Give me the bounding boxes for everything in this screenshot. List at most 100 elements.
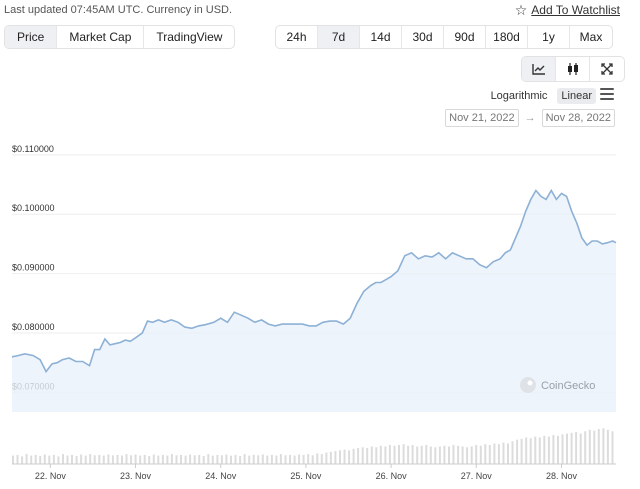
volume-bar <box>497 444 500 464</box>
volume-bar <box>443 445 446 464</box>
volume-bar <box>398 445 400 464</box>
tab-price[interactable]: Price <box>5 26 58 48</box>
expand-button[interactable] <box>590 57 624 81</box>
volume-bar <box>243 454 246 464</box>
volume-bar <box>21 456 24 464</box>
volume-bar <box>375 447 378 464</box>
volume-bar <box>84 455 87 464</box>
volume-bar <box>584 431 587 464</box>
range-24h[interactable]: 24h <box>276 26 318 48</box>
volume-bar <box>66 455 69 464</box>
volume-bar <box>334 451 337 464</box>
volume-bar <box>516 439 519 464</box>
volume-bar <box>466 447 469 464</box>
expand-icon <box>601 63 613 75</box>
volume-bar <box>597 429 600 464</box>
range-7d[interactable]: 7d <box>318 26 360 48</box>
volume-bar <box>461 446 464 464</box>
line-chart-button[interactable] <box>522 57 556 81</box>
volume-bar <box>543 435 546 464</box>
coingecko-logo-icon <box>520 377 536 393</box>
volume-bar <box>411 445 414 464</box>
range-30d[interactable]: 30d <box>402 26 444 48</box>
volume-bar <box>570 432 573 464</box>
y-tick-label: $0.080000 <box>12 322 55 332</box>
date-from-input[interactable]: Nov 21, 2022 <box>445 109 519 127</box>
candlestick-icon <box>567 63 578 75</box>
volume-bar <box>534 436 537 464</box>
volume-bar <box>252 454 255 464</box>
volume-bar <box>293 455 296 464</box>
volume-bar <box>593 430 596 464</box>
volume-bar <box>379 445 382 464</box>
volume-bar <box>89 454 92 464</box>
volume-bar <box>121 455 123 464</box>
last-updated-text: Last updated 07:45AM UTC. Currency in US… <box>4 4 233 16</box>
candlestick-button[interactable] <box>556 57 590 81</box>
volume-bar <box>30 455 33 464</box>
menu-icon[interactable] <box>600 88 614 100</box>
price-area-fill <box>12 190 616 412</box>
volume-bar <box>502 442 505 464</box>
volume-bar <box>479 445 482 464</box>
volume-bar <box>316 453 319 464</box>
volume-bar <box>302 454 305 464</box>
volume-bar <box>606 429 609 464</box>
volume-bar <box>225 454 228 464</box>
y-tick-label: $0.110000 <box>12 144 54 154</box>
range-1y[interactable]: 1y <box>528 26 570 48</box>
volume-bar <box>125 454 128 464</box>
time-range-tabs: 24h 7d 14d 30d 90d 180d 1y Max <box>275 25 613 49</box>
volume-bar <box>202 456 205 464</box>
x-tick-label: 27. Nov <box>461 471 493 481</box>
range-90d[interactable]: 90d <box>444 26 486 48</box>
volume-bar <box>270 454 273 464</box>
volume-bar <box>366 448 369 464</box>
volume-bar <box>493 443 496 464</box>
volume-bar <box>475 445 478 464</box>
volume-bar <box>143 454 146 464</box>
range-180d[interactable]: 180d <box>486 26 528 48</box>
volume-bar <box>157 455 160 464</box>
x-tick-label: 23. Nov <box>120 471 152 481</box>
volume-bar <box>39 456 42 464</box>
volume-bar <box>57 456 60 464</box>
volume-bar <box>425 445 428 464</box>
volume-bar <box>230 455 232 464</box>
volume-bar <box>52 454 55 464</box>
date-to-input[interactable]: Nov 28, 2022 <box>541 109 615 127</box>
volume-bar <box>452 445 455 464</box>
volume-bar <box>189 454 192 464</box>
date-range-picker: Nov 21, 2022 → Nov 28, 2022 <box>445 109 615 127</box>
volume-bar <box>557 435 559 464</box>
volume-bar <box>416 446 419 464</box>
volume-bar <box>284 455 287 464</box>
line-chart-icon <box>531 64 545 75</box>
range-14d[interactable]: 14d <box>360 26 402 48</box>
volume-bar <box>393 445 396 464</box>
volume-bar <box>193 455 196 464</box>
volume-bar <box>311 455 314 464</box>
volume-bar <box>116 454 119 464</box>
volume-bar <box>289 454 291 464</box>
volume-bar <box>152 454 155 464</box>
volume-bar <box>343 449 346 464</box>
tab-market-cap[interactable]: Market Cap <box>57 26 145 48</box>
add-to-watchlist-button[interactable]: ☆ Add To Watchlist <box>515 3 620 17</box>
price-line <box>11 188 617 374</box>
volume-bar <box>75 456 78 464</box>
x-tick-label: 24. Nov <box>205 471 237 481</box>
y-tick-label: $0.090000 <box>12 263 55 273</box>
volume-bar <box>579 433 582 464</box>
tab-tradingview[interactable]: TradingView <box>156 30 223 44</box>
volume-bar <box>71 454 73 464</box>
volume-bar <box>93 455 96 464</box>
range-max[interactable]: Max <box>579 30 603 44</box>
linear-option[interactable]: Linear <box>557 88 596 104</box>
logarithmic-option[interactable]: Logarithmic <box>490 90 548 102</box>
volume-bar <box>175 455 178 464</box>
volume-bar <box>320 454 323 464</box>
volume-bar <box>511 441 514 464</box>
volume-bar <box>180 454 182 464</box>
volume-bar <box>307 454 310 464</box>
